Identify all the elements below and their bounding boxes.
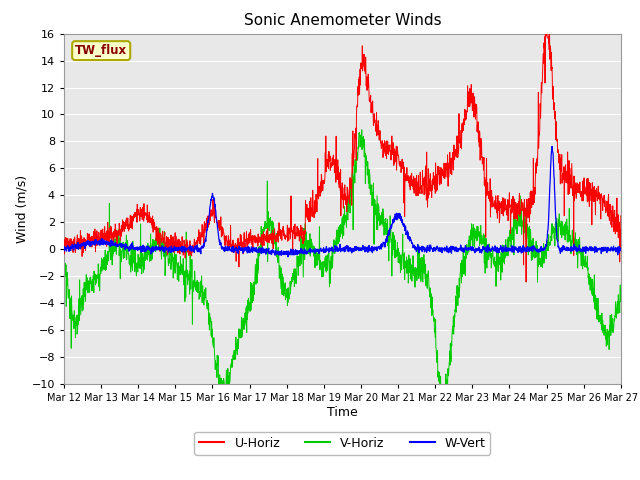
U-Horiz [316, 193, 324, 199]
U-Horiz [60, 237, 68, 243]
U-Horiz [601, 198, 609, 204]
Title: Sonic Anemometer Winds: Sonic Anemometer Winds [244, 13, 441, 28]
U-Horiz [617, 213, 625, 219]
V-Horiz [358, 127, 365, 132]
Line: V-Horiz: V-Horiz [64, 130, 621, 411]
W-Vert [601, 248, 609, 254]
U-Horiz [499, 206, 506, 212]
V-Horiz [602, 322, 609, 328]
V-Horiz [617, 285, 625, 291]
U-Horiz [331, 163, 339, 168]
Line: U-Horiz: U-Horiz [64, 20, 621, 282]
W-Vert [602, 248, 609, 253]
W-Vert [331, 243, 339, 249]
W-Vert [499, 249, 506, 255]
V-Horiz [439, 408, 447, 414]
U-Horiz [542, 17, 550, 23]
V-Horiz [601, 331, 609, 336]
Line: W-Vert: W-Vert [64, 146, 621, 257]
Text: TW_flux: TW_flux [75, 44, 127, 57]
Legend: U-Horiz, V-Horiz, W-Vert: U-Horiz, V-Horiz, W-Vert [195, 432, 490, 455]
W-Vert [617, 246, 625, 252]
W-Vert [316, 246, 324, 252]
X-axis label: Time: Time [327, 406, 358, 419]
U-Horiz [602, 203, 609, 209]
U-Horiz [88, 239, 96, 244]
V-Horiz [60, 276, 68, 281]
Y-axis label: Wind (m/s): Wind (m/s) [16, 175, 29, 243]
V-Horiz [331, 251, 339, 256]
W-Vert [88, 240, 96, 246]
W-Vert [548, 144, 556, 149]
V-Horiz [88, 277, 96, 283]
W-Vert [284, 254, 292, 260]
U-Horiz [522, 279, 530, 285]
V-Horiz [316, 267, 324, 273]
W-Vert [60, 244, 68, 250]
V-Horiz [499, 254, 507, 260]
